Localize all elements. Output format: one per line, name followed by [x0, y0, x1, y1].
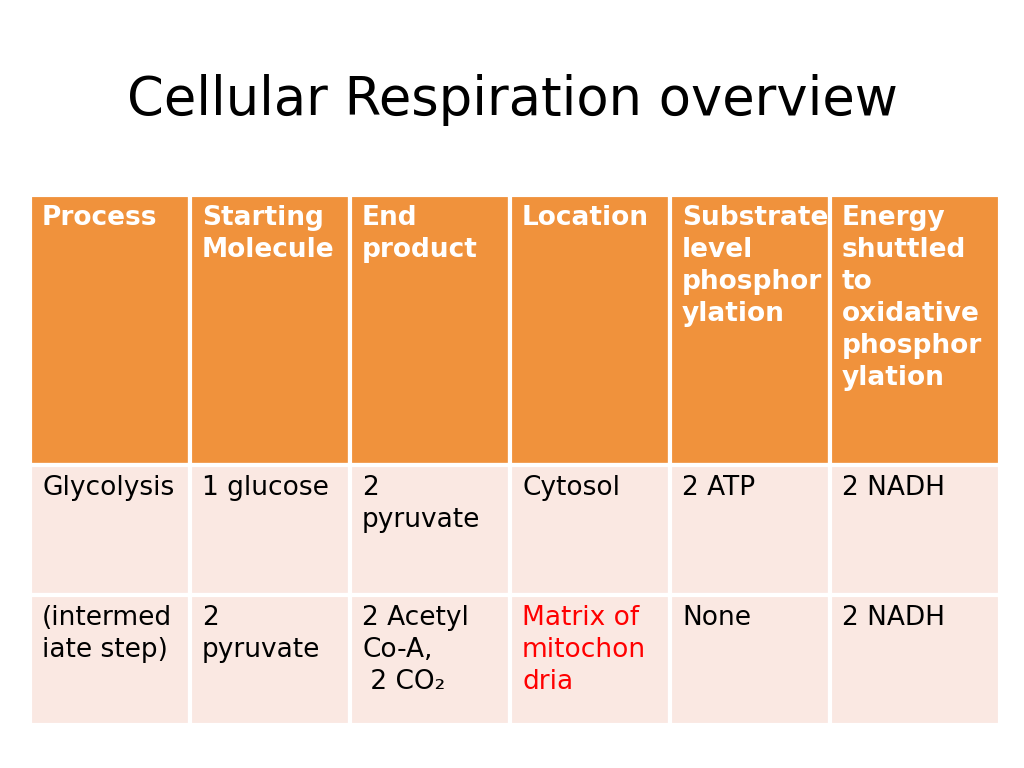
Bar	[510, 595, 670, 725]
Bar	[30, 195, 190, 465]
Text: Cellular Respiration overview: Cellular Respiration overview	[127, 74, 897, 126]
Text: Energy
shuttled
to
oxidative
phosphor
ylation: Energy shuttled to oxidative phosphor yl…	[842, 205, 982, 391]
Text: Location: Location	[522, 205, 649, 231]
Text: (intermed
iate step): (intermed iate step)	[42, 605, 172, 663]
Bar	[190, 595, 350, 725]
Text: Cytosol: Cytosol	[522, 475, 620, 501]
Text: 1 glucose: 1 glucose	[202, 475, 329, 501]
Text: 2 NADH: 2 NADH	[842, 605, 945, 631]
Bar	[670, 595, 830, 725]
Text: Substrate
level
phosphor
ylation: Substrate level phosphor ylation	[682, 205, 828, 327]
Bar	[350, 465, 510, 595]
Text: Starting
Molecule: Starting Molecule	[202, 205, 335, 263]
Text: 2
pyruvate: 2 pyruvate	[362, 475, 480, 533]
Text: None: None	[682, 605, 751, 631]
Bar	[830, 195, 1000, 465]
Bar	[830, 595, 1000, 725]
Text: 2 Acetyl
Co-A,
 2 CO₂: 2 Acetyl Co-A, 2 CO₂	[362, 605, 469, 695]
Bar	[670, 195, 830, 465]
Bar	[190, 195, 350, 465]
Bar	[350, 195, 510, 465]
Text: Glycolysis: Glycolysis	[42, 475, 174, 501]
Text: Process: Process	[42, 205, 158, 231]
Bar	[30, 465, 190, 595]
Text: Matrix of
mitochon
dria: Matrix of mitochon dria	[522, 605, 646, 695]
Text: 2 ATP: 2 ATP	[682, 475, 755, 501]
Text: 2
pyruvate: 2 pyruvate	[202, 605, 321, 663]
Bar	[510, 195, 670, 465]
Bar	[510, 465, 670, 595]
Bar	[190, 465, 350, 595]
Text: End
product: End product	[362, 205, 478, 263]
Bar	[30, 595, 190, 725]
Bar	[350, 595, 510, 725]
Bar	[670, 465, 830, 595]
Bar	[830, 465, 1000, 595]
Text: 2 NADH: 2 NADH	[842, 475, 945, 501]
